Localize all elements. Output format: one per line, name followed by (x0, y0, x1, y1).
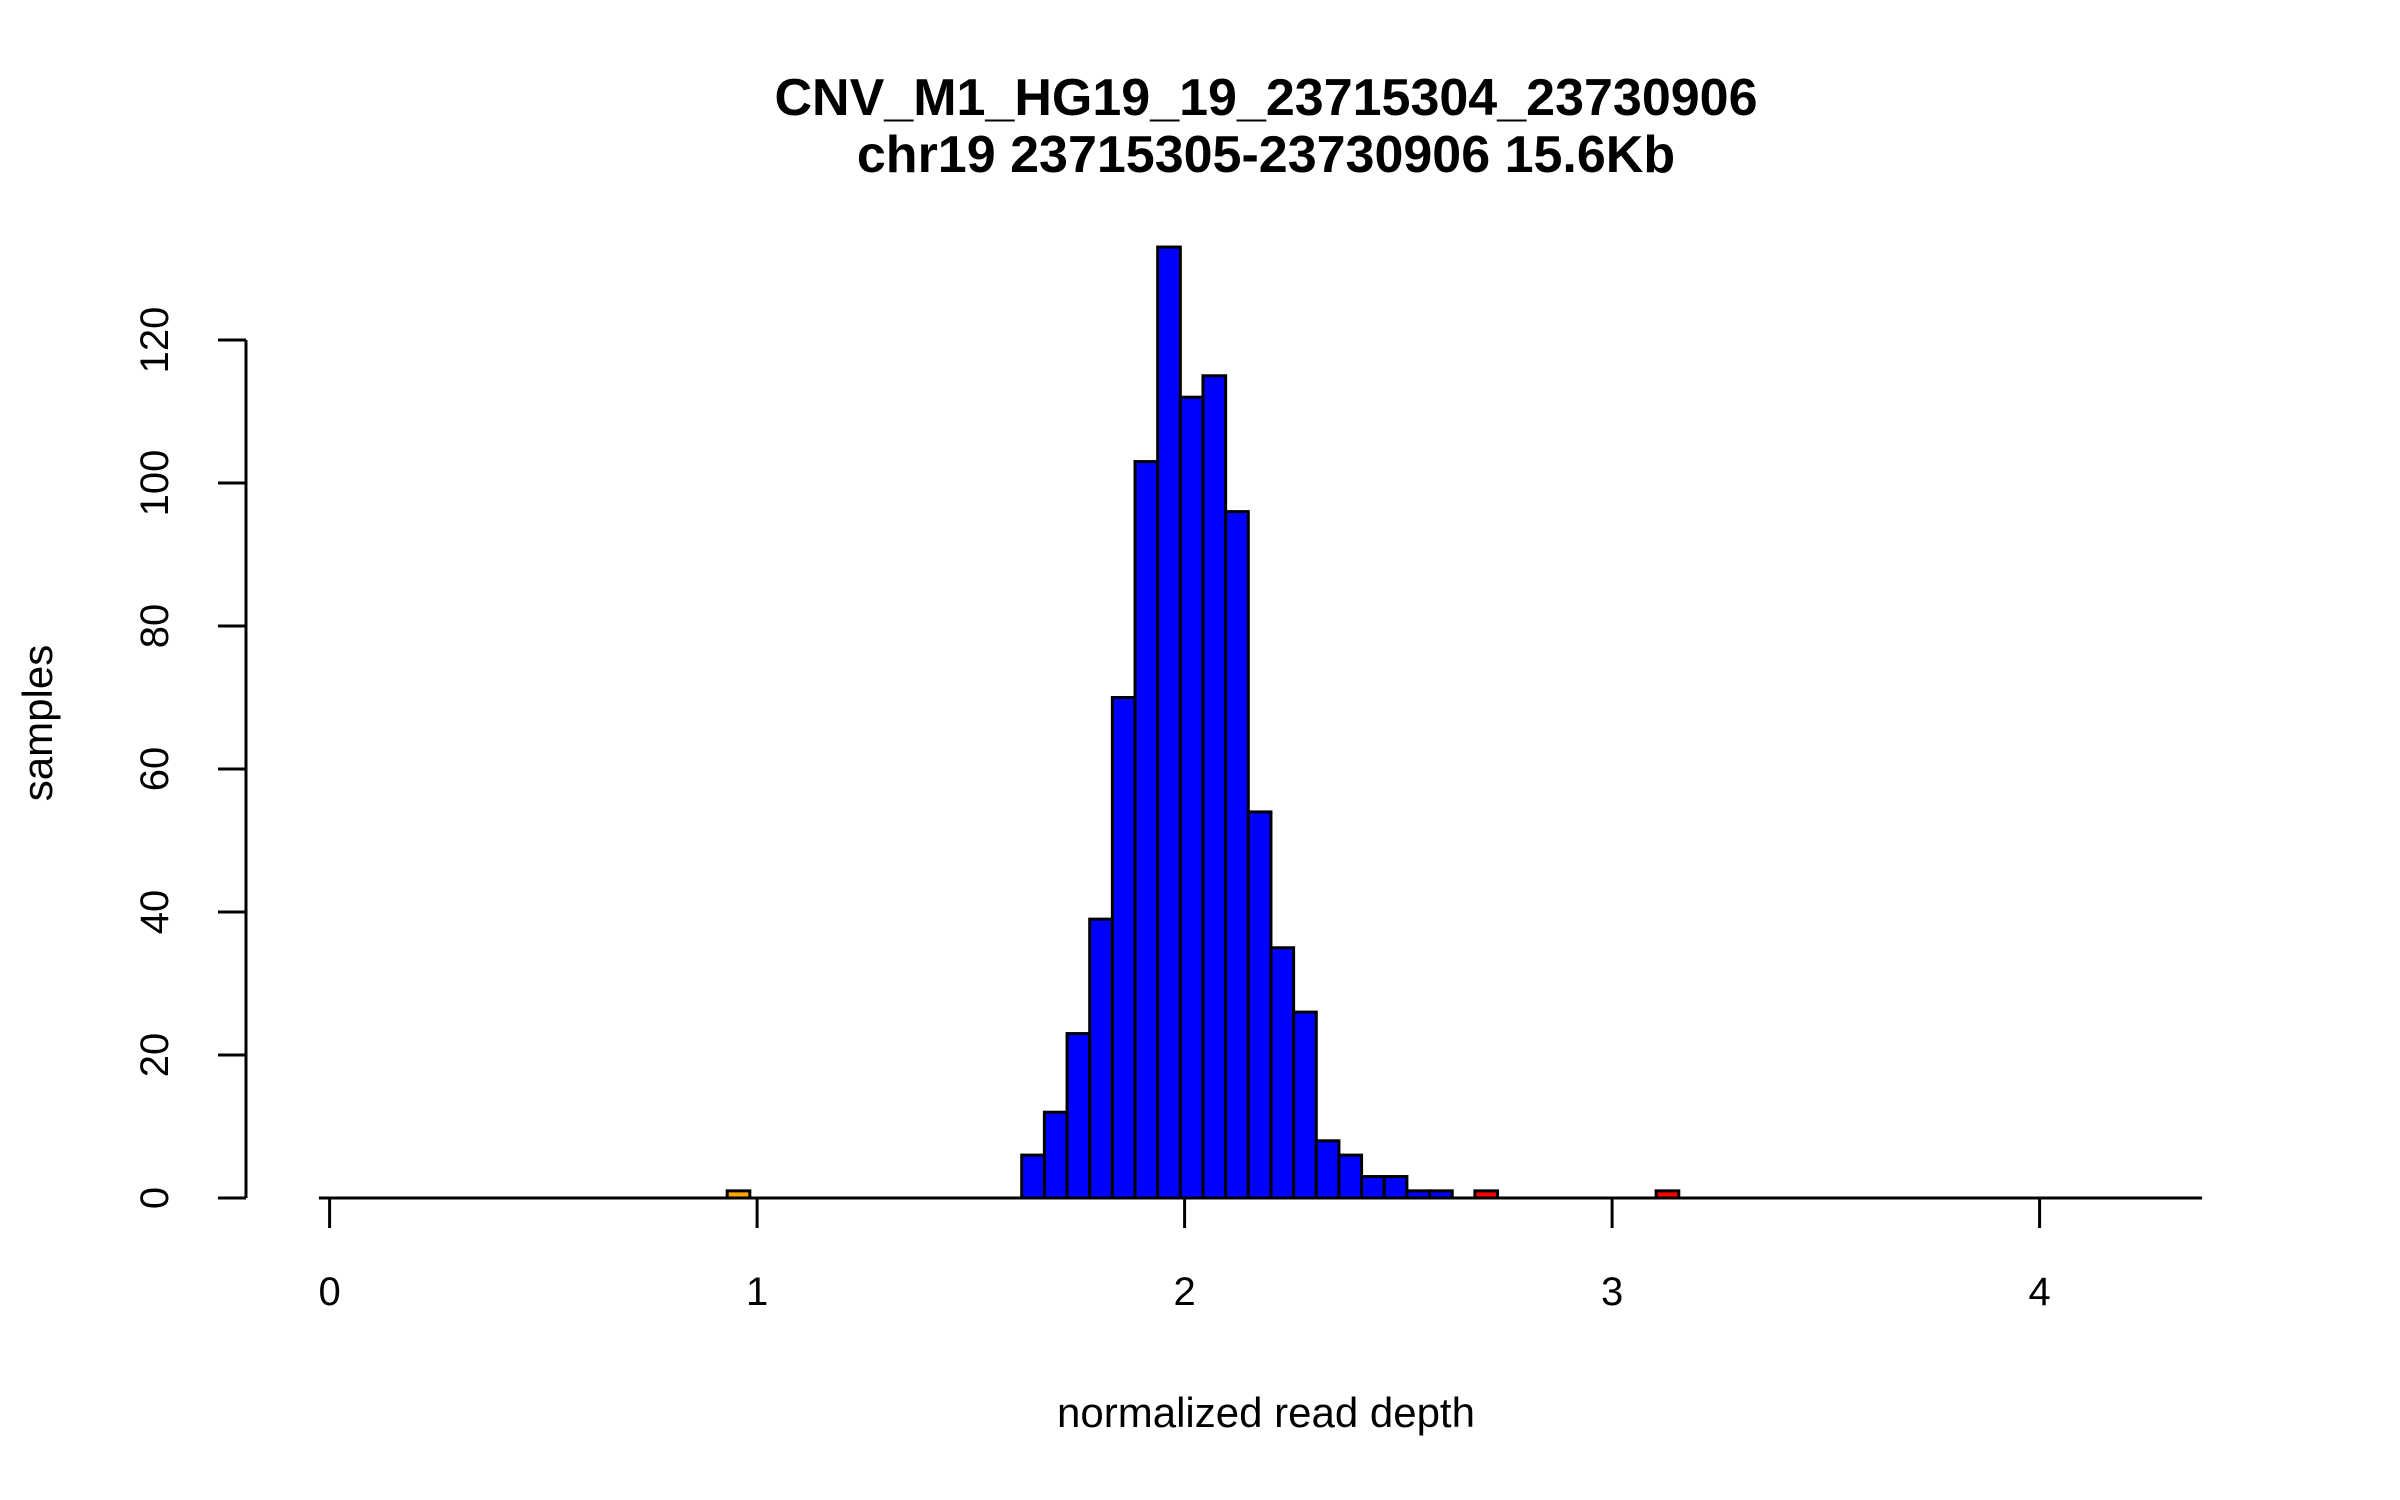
histogram-bar-normal (1360, 1175, 1386, 1200)
histogram-bar-normal (1133, 460, 1160, 1200)
x-tick-label: 1 (746, 1270, 768, 1314)
x-tick-label: 4 (2028, 1270, 2050, 1314)
y-axis-label: samples (14, 645, 61, 801)
histogram-bar-normal (1337, 1153, 1364, 1200)
histogram-bar-normal (1156, 245, 1182, 1200)
histogram-bar-normal (1428, 1189, 1454, 1200)
histogram-bar-duplication (1473, 1189, 1500, 1200)
histogram-bar-normal (1382, 1175, 1409, 1200)
histogram-bar-normal (1224, 510, 1250, 1200)
y-tick-label: 40 (133, 890, 177, 935)
y-tick-label: 20 (133, 1033, 177, 1078)
chart-subtitle: chr19 23715305-23730906 15.6Kb (857, 126, 1675, 184)
histogram-bar-normal (1246, 810, 1273, 1200)
histogram-bar-normal (1201, 374, 1228, 1200)
y-tick-label: 100 (133, 450, 177, 517)
histogram-bar-duplication (1654, 1189, 1681, 1200)
histogram-bar-normal (1314, 1139, 1341, 1200)
histogram-bar-normal (1065, 1032, 1092, 1200)
x-tick-label: 2 (1173, 1270, 1195, 1314)
y-tick-label: 120 (133, 307, 177, 374)
histogram-bar-normal (1405, 1189, 1432, 1200)
y-tick-label: 60 (133, 747, 177, 792)
x-axis-label: normalized read depth (1057, 1389, 1475, 1436)
x-tick-label: 0 (318, 1270, 340, 1314)
y-tick-label: 0 (133, 1187, 177, 1209)
histogram-bar-normal (1088, 917, 1114, 1200)
y-tick-label: 80 (133, 604, 177, 649)
histogram-bar-normal (1178, 395, 1205, 1200)
histogram-bar-normal (1020, 1153, 1046, 1200)
histogram-bar-deletion (725, 1189, 752, 1200)
histogram-bar-normal (1269, 946, 1296, 1200)
x-tick-label: 3 (1601, 1270, 1623, 1314)
chart-title: CNV_M1_HG19_19_23715304_23730906 (774, 69, 1757, 127)
histogram-bar-normal (1292, 1010, 1318, 1200)
histogram-bar-normal (1042, 1110, 1069, 1200)
histogram-bar-normal (1110, 696, 1137, 1200)
